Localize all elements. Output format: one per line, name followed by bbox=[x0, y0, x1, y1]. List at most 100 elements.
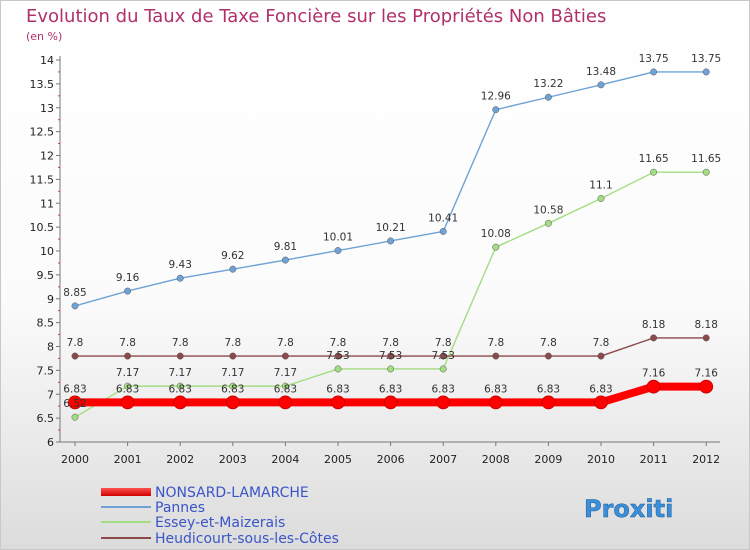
series-point-0 bbox=[278, 395, 293, 410]
logo-text: Proxiti bbox=[584, 495, 673, 523]
data-label-3: 7.8 bbox=[593, 337, 610, 349]
data-label-1: 13.75 bbox=[691, 53, 721, 65]
axes: 6 6.5 7 7.5 8 8.5 9 9.5 10 10.5 11 11.5 12 12.5 13 13.5… bbox=[30, 54, 721, 466]
data-label-3: 7.8 bbox=[330, 337, 347, 349]
legend-label-0: NONSARD-LAMARCHE bbox=[155, 485, 309, 501]
data-label-3: 7.8 bbox=[540, 337, 557, 349]
data-label-2: 11.65 bbox=[691, 153, 721, 165]
series-point-1 bbox=[334, 247, 342, 254]
y-tick-label: 13 bbox=[40, 102, 54, 115]
series-point-3 bbox=[650, 334, 658, 342]
series-point-2 bbox=[702, 168, 710, 176]
y-tick-label: 13.5 bbox=[30, 78, 55, 91]
data-label-3: 7.8 bbox=[435, 337, 452, 349]
series-point-3 bbox=[229, 352, 237, 360]
data-label-0: 6.83 bbox=[326, 383, 349, 395]
y-tick-label: 11 bbox=[40, 197, 54, 210]
y-tick-label: 6 bbox=[47, 436, 54, 449]
data-label-2: 6.52 bbox=[63, 398, 86, 410]
series-point-2 bbox=[229, 382, 237, 390]
series-point-0 bbox=[331, 395, 345, 410]
data-label-3: 8.18 bbox=[695, 319, 718, 331]
data-label-2: 7.17 bbox=[169, 367, 192, 379]
series-point-0 bbox=[68, 395, 82, 410]
series-point-1 bbox=[492, 106, 500, 114]
series-point-3 bbox=[702, 334, 710, 342]
data-label-2: 7.17 bbox=[116, 367, 139, 379]
y-tick-label: 12.5 bbox=[30, 126, 55, 139]
series-point-2 bbox=[71, 413, 79, 421]
series-point-1 bbox=[702, 68, 710, 76]
data-label-1: 13.22 bbox=[533, 78, 563, 90]
series-point-3 bbox=[544, 352, 552, 360]
data-label-3: 7.8 bbox=[277, 337, 294, 349]
series-point-0 bbox=[225, 395, 240, 410]
series-point-1 bbox=[71, 302, 79, 310]
y-tick-label: 6.5 bbox=[37, 412, 55, 425]
data-label-1: 9.43 bbox=[169, 259, 192, 271]
data-label-3: 7.8 bbox=[382, 337, 399, 349]
data-label-2: 11.65 bbox=[639, 153, 669, 165]
data-label-3: 7.8 bbox=[172, 337, 189, 349]
series-point-2 bbox=[387, 365, 395, 373]
data-label-2: 7.17 bbox=[221, 367, 244, 379]
x-tick-label: 2006 bbox=[377, 453, 405, 466]
y-tick-label: 12 bbox=[40, 150, 54, 163]
data-label-3: 8.18 bbox=[642, 319, 665, 331]
data-label-1: 9.62 bbox=[221, 250, 244, 262]
data-label-0: 7.16 bbox=[642, 368, 666, 380]
legend-swatch-0 bbox=[101, 488, 151, 496]
series-point-3 bbox=[124, 352, 132, 360]
series-point-0 bbox=[436, 395, 451, 410]
x-tick-label: 2002 bbox=[166, 453, 194, 466]
x-tick-label: 2004 bbox=[271, 453, 299, 466]
data-label-0: 6.83 bbox=[274, 383, 297, 395]
series-point-3 bbox=[387, 352, 395, 360]
data-label-2: 11.1 bbox=[589, 179, 612, 191]
x-tick-label: 2003 bbox=[219, 453, 247, 466]
series-point-1 bbox=[229, 265, 237, 273]
data-label-2: 10.08 bbox=[481, 228, 511, 240]
series-point-0 bbox=[383, 395, 398, 410]
x-tick-label: 2011 bbox=[640, 453, 668, 466]
data-label-0: 6.83 bbox=[116, 383, 139, 395]
legend-label-1: Pannes bbox=[155, 500, 205, 516]
x-tick-label: 2010 bbox=[587, 453, 615, 466]
data-label-1: 12.96 bbox=[481, 91, 511, 103]
data-label-2: 10.58 bbox=[533, 204, 563, 216]
data-label-3: 7.8 bbox=[487, 337, 504, 349]
data-label-3: 7.8 bbox=[67, 337, 84, 349]
series-point-2 bbox=[650, 168, 658, 176]
series-point-2 bbox=[439, 365, 447, 373]
x-tick-label: 2009 bbox=[534, 453, 562, 466]
y-tick-label: 10 bbox=[40, 245, 54, 258]
data-label-1: 10.41 bbox=[428, 212, 458, 224]
series-point-0 bbox=[699, 379, 714, 394]
y-tick-label: 10.5 bbox=[30, 221, 55, 234]
legend-label-3: Heudicourt-sous-les-Côtes bbox=[155, 531, 339, 547]
y-tick-label: 14 bbox=[40, 54, 54, 67]
series-point-1 bbox=[597, 81, 605, 89]
y-tick-label: 7 bbox=[47, 388, 54, 401]
data-label-0: 7.16 bbox=[695, 368, 719, 380]
x-tick-label: 2012 bbox=[692, 453, 720, 466]
series-point-1 bbox=[387, 237, 395, 245]
x-tick-label: 2001 bbox=[114, 453, 142, 466]
data-label-0: 6.83 bbox=[537, 383, 560, 395]
series-point-3 bbox=[597, 352, 605, 360]
series-point-1 bbox=[176, 274, 184, 282]
x-tick-label: 2000 bbox=[61, 453, 89, 466]
series-point-2 bbox=[597, 195, 605, 202]
y-tick-label: 8 bbox=[47, 341, 54, 354]
x-tick-label: 2008 bbox=[482, 453, 510, 466]
y-tick-label: 9.5 bbox=[37, 269, 55, 282]
series-point-2 bbox=[492, 243, 500, 251]
data-label-2: 7.53 bbox=[432, 350, 455, 362]
series-point-2 bbox=[334, 365, 342, 373]
series-point-2 bbox=[124, 382, 132, 390]
legend: NONSARD-LAMARCHEPannesEssey-et-Maizerais… bbox=[101, 485, 339, 547]
data-label-2: 7.17 bbox=[274, 367, 297, 379]
